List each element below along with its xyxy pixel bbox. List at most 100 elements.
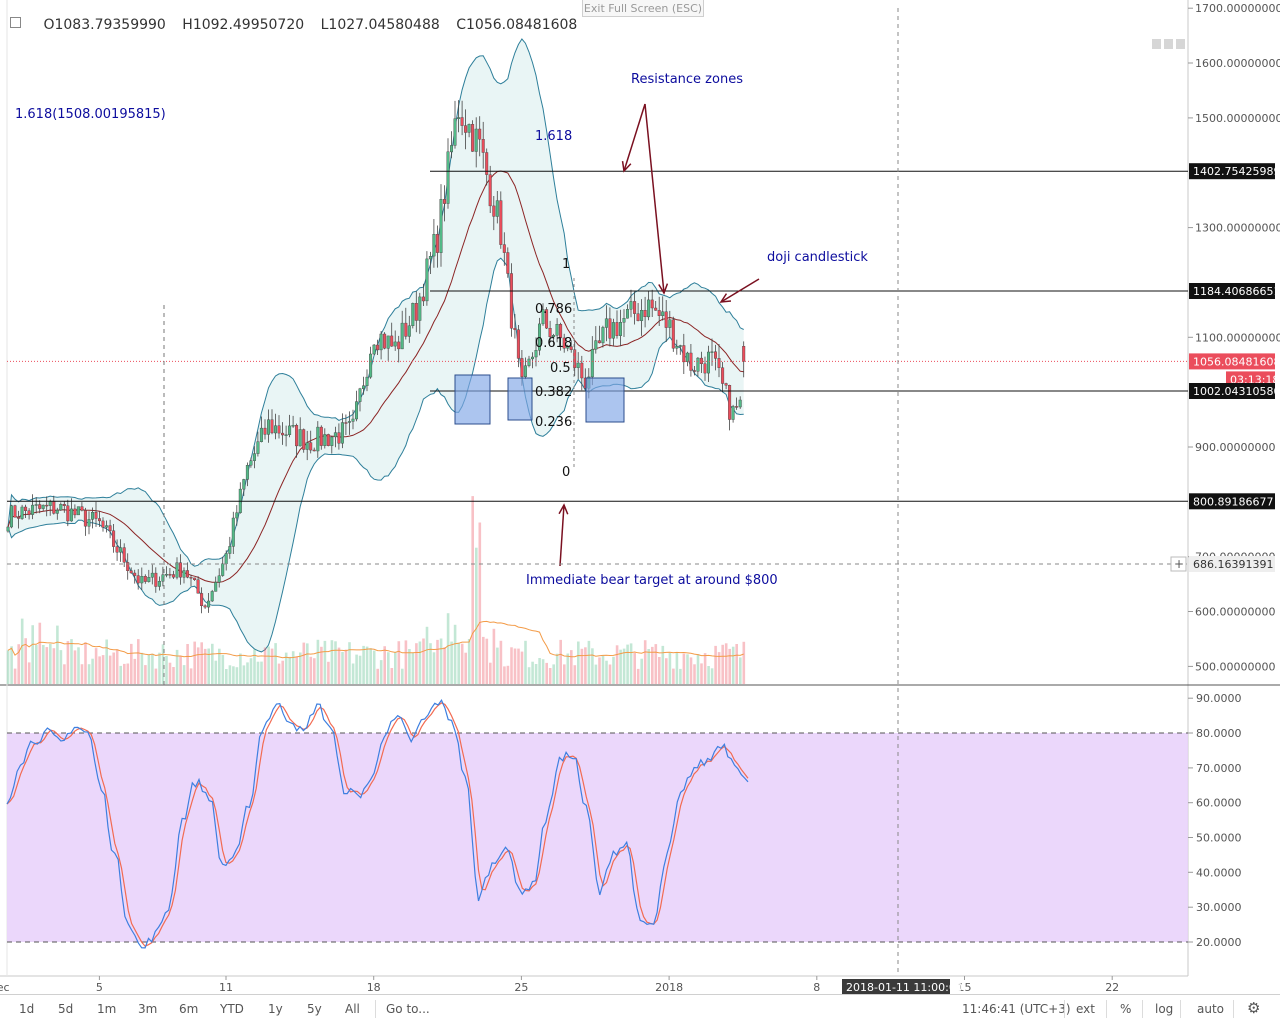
clock[interactable]: 11:46:41 (UTC+3) [962,1002,1071,1016]
volume-bar [552,664,555,684]
volume-bar [175,649,179,684]
volume-bar [601,655,605,684]
candle [622,309,626,337]
candle [330,435,334,454]
candle-body [421,296,425,302]
pane-down-icon[interactable] [1164,39,1173,49]
volume-bar [492,628,496,684]
candle-body [471,124,475,152]
range-5y[interactable]: 5y [307,1002,322,1016]
candle [573,340,577,376]
candle-body [439,199,443,253]
volume-bar [108,655,112,684]
range-1y[interactable]: 1y [268,1002,283,1016]
candle-body [175,562,179,578]
percent-toggle[interactable]: % [1120,1002,1132,1016]
volume-bar [580,648,584,684]
range-5d[interactable]: 5d [58,1002,74,1016]
collapse-icon[interactable] [10,17,21,28]
volume-bar [330,640,334,684]
price-tick-label: 1700.00000000 [1195,2,1280,15]
volume-bar [629,643,633,684]
support-zone-box[interactable] [454,374,491,425]
volume-bar [538,658,541,684]
annotation-arrow[interactable] [719,278,760,303]
candle-body [460,117,464,126]
volume-bar [622,648,626,684]
volume-ma-line [7,620,744,659]
candle [136,569,140,590]
arrow-head [621,160,632,173]
support-zone-box[interactable] [507,377,533,421]
volume-bar [80,664,84,684]
candle-body [52,501,56,514]
range-1d[interactable]: 1d [19,1002,35,1016]
candle-body [393,341,397,347]
candle [393,330,397,351]
candle [207,593,211,613]
candle [129,567,133,574]
candle [650,289,654,317]
candle-body [576,362,580,369]
volume-bar [225,669,228,684]
volume-bar [59,650,63,684]
candle [478,116,482,157]
range-1m[interactable]: 1m [97,1002,117,1016]
level-tag-1184-text: 1184.40686651 [1193,285,1280,298]
annotation-arrow[interactable] [644,103,669,295]
price-chart[interactable]: 1 0.786 0.618 0.5 0.382 0.236 0 1700.00000000 1… [0,0,1280,994]
candle [707,345,711,382]
auto-toggle[interactable]: auto [1197,1002,1225,1016]
fib-level-label: 0.236 [535,415,572,430]
candle [492,196,496,231]
ext-toggle[interactable]: ext [1076,1002,1095,1016]
stoch-tick-label: 70.0000 [1196,762,1242,775]
volume-bar [471,496,474,684]
support-zone-box[interactable] [585,377,625,423]
pane-maximize-icon[interactable] [1176,39,1185,49]
candle-body [636,313,640,321]
volume-bar [731,646,735,684]
range-3m[interactable]: 3m [138,1002,158,1016]
volume-bar [232,666,235,684]
candle-body [523,365,527,378]
range-ytd[interactable]: YTD [220,1002,244,1016]
candle-body [531,356,535,360]
volume-bar [284,652,288,684]
candle [267,409,271,443]
crosshair-plus-button[interactable]: + [1170,556,1187,572]
candle [485,148,489,186]
volume-bar [151,653,154,684]
exit-full-screen-button[interactable]: Exit Full Screen (ESC) [582,0,704,17]
settings-gear-icon[interactable]: ⚙ [1247,999,1261,1017]
volume-bar [647,649,650,684]
candle-body [189,577,193,579]
range-6m[interactable]: 6m [179,1002,199,1016]
volume-bar [239,653,242,684]
volume-bar [274,643,277,684]
volume-bar [133,658,137,684]
candle [636,303,640,322]
volume-bar [394,652,397,684]
goto-button[interactable]: Go to... [386,1002,430,1016]
volume-bar [418,641,422,684]
volume-bar [277,663,281,684]
candle-body [263,427,267,435]
candle [566,344,570,352]
volume-bar [422,638,425,684]
volume-bar [45,647,49,684]
annotation-arrow[interactable] [621,103,646,173]
volume-bar [489,662,492,684]
pane-up-icon[interactable] [1152,39,1161,49]
log-toggle[interactable]: log [1155,1002,1174,1016]
volume-bar [344,649,348,684]
volume-bar [154,668,158,684]
candle [626,304,630,319]
annotation-arrow[interactable] [558,503,569,567]
candle-body [661,311,665,317]
candle-body [495,200,499,217]
candle-body [678,345,682,347]
volume-bar [724,643,728,684]
range-all[interactable]: All [345,1002,360,1016]
candle-body [407,325,411,337]
